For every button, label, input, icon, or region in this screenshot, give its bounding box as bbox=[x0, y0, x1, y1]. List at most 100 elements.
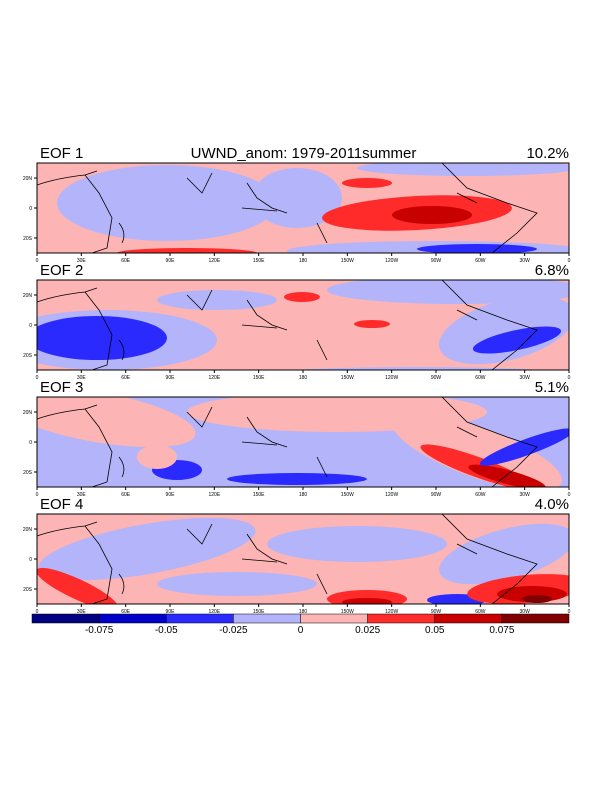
lon-tick-label: 60E bbox=[121, 375, 131, 381]
lon-tick-label: 90W bbox=[431, 375, 442, 381]
colorbar-swatch bbox=[31, 613, 100, 624]
lon-tick-label: 30E bbox=[77, 375, 87, 381]
lat-tick-label: 20N bbox=[23, 410, 33, 416]
lon-tick-label: 150W bbox=[341, 258, 354, 264]
lon-tick-label: 60E bbox=[121, 609, 131, 615]
lon-tick-label: 30E bbox=[77, 609, 87, 615]
lon-tick-label: 60W bbox=[475, 609, 486, 615]
eof-panel-3: 20N 0 20S 0 30E 60E 90E 120E 150E 180 150W 120W 90W 6… bbox=[23, 396, 571, 498]
lon-tick-label: 90E bbox=[166, 609, 176, 615]
eof-panel-1: 20N 0 20S 0 30E 60E 90E 120E 150E 180 150W 120W 90W 6… bbox=[23, 162, 571, 264]
contour-region bbox=[357, 163, 569, 176]
lon-tick-label: 120W bbox=[385, 492, 398, 498]
contour-region bbox=[252, 168, 342, 228]
lat-tick-label: 0 bbox=[29, 557, 32, 563]
lon-tick-label: 0 bbox=[568, 492, 571, 498]
coastline bbox=[37, 514, 538, 604]
lon-tick-label: 60W bbox=[475, 258, 486, 264]
lon-tick-label: 150E bbox=[253, 492, 265, 498]
lon-tick-label: 150W bbox=[341, 375, 354, 381]
lat-tick-label: 20N bbox=[23, 527, 33, 533]
contour-region bbox=[342, 598, 392, 604]
eof-panel-4: 20N 0 20S 0 30E 60E 90E 120E 150E 180 150W 120W 90W 6… bbox=[23, 513, 571, 615]
explained-variance: 10.2% bbox=[526, 145, 569, 162]
colorbar-swatch bbox=[300, 613, 368, 624]
contour-region bbox=[137, 445, 177, 469]
lon-tick-label: 90E bbox=[166, 492, 176, 498]
contour-region bbox=[292, 367, 542, 370]
lon-tick-label: 60W bbox=[475, 375, 486, 381]
contour-region bbox=[117, 248, 257, 253]
lat-tick-label: 0 bbox=[29, 323, 32, 329]
contour-region bbox=[479, 428, 569, 466]
lon-tick-label: 90W bbox=[431, 258, 442, 264]
contour-region bbox=[342, 178, 392, 188]
lon-tick-label: 90W bbox=[431, 492, 442, 498]
contour-region bbox=[522, 595, 552, 603]
contour-region bbox=[472, 326, 562, 354]
colorbar-label: 0.05 bbox=[425, 625, 445, 636]
contour-region bbox=[417, 244, 537, 253]
lon-tick-label: 0 bbox=[568, 609, 571, 615]
lon-tick-label: 0 bbox=[36, 375, 39, 381]
contour-region bbox=[284, 292, 320, 302]
lon-tick-label: 150W bbox=[341, 492, 354, 498]
contour-region bbox=[157, 290, 277, 310]
panel-label: EOF 1 bbox=[40, 145, 84, 162]
contour-region bbox=[57, 165, 277, 241]
colorbar-label: -0.05 bbox=[154, 625, 178, 636]
colorbar-swatch bbox=[233, 613, 301, 624]
colorbar-label: -0.025 bbox=[219, 625, 248, 636]
explained-variance: 5.1% bbox=[534, 379, 569, 396]
contour-region bbox=[37, 316, 167, 360]
lon-tick-label: 30W bbox=[520, 492, 531, 498]
lon-tick-label: 60E bbox=[121, 492, 131, 498]
coastline bbox=[37, 280, 538, 370]
colorbar-label: 0.075 bbox=[489, 625, 515, 636]
lon-tick-label: 150E bbox=[253, 375, 265, 381]
lon-tick-label: 0 bbox=[568, 375, 571, 381]
lat-tick-label: 20S bbox=[23, 236, 33, 242]
contour-region bbox=[267, 526, 447, 562]
contour-region bbox=[157, 572, 317, 596]
colorbar-label: -0.075 bbox=[84, 625, 114, 636]
lat-tick-label: 20N bbox=[23, 293, 33, 299]
lon-tick-label: 0 bbox=[36, 492, 39, 498]
contour-region bbox=[37, 397, 196, 448]
lon-tick-label: 150W bbox=[341, 609, 354, 615]
lon-tick-label: 90W bbox=[431, 609, 442, 615]
lon-tick-label: 180 bbox=[299, 492, 308, 498]
lon-tick-label: 60W bbox=[475, 492, 486, 498]
lon-tick-label: 0 bbox=[36, 609, 39, 615]
lon-tick-label: 120W bbox=[385, 258, 398, 264]
colorbar-swatch bbox=[501, 613, 570, 624]
lon-tick-label: 180 bbox=[299, 375, 308, 381]
lon-tick-label: 180 bbox=[299, 609, 308, 615]
lon-tick-label: 120E bbox=[208, 375, 220, 381]
lat-tick-label: 0 bbox=[29, 206, 32, 212]
lon-tick-label: 30W bbox=[520, 258, 531, 264]
contour-region bbox=[38, 517, 256, 581]
lat-tick-label: 0 bbox=[29, 440, 32, 446]
explained-variance: 4.0% bbox=[534, 496, 569, 513]
contour-region bbox=[468, 464, 546, 487]
lon-tick-label: 0 bbox=[36, 258, 39, 264]
panel-label: EOF 3 bbox=[40, 379, 84, 396]
colorbar-swatch bbox=[367, 613, 435, 624]
lon-tick-label: 30E bbox=[77, 258, 87, 264]
lon-tick-label: 120E bbox=[208, 609, 220, 615]
contour-region bbox=[327, 280, 569, 304]
lat-tick-label: 20S bbox=[23, 587, 33, 593]
lon-tick-label: 120W bbox=[385, 609, 398, 615]
contour-region bbox=[354, 320, 390, 328]
lat-tick-label: 20S bbox=[23, 470, 33, 476]
panel-label: EOF 2 bbox=[40, 262, 84, 279]
lon-tick-label: 120E bbox=[208, 258, 220, 264]
eof-panel-2: 20N 0 20S 0 30E 60E 90E 120E 150E 180 150W 120W 90W 6… bbox=[23, 279, 571, 381]
panel-label: EOF 4 bbox=[40, 496, 84, 513]
lat-tick-label: 20N bbox=[23, 176, 33, 182]
colorbar-swatch bbox=[434, 613, 503, 624]
lon-tick-label: 120W bbox=[385, 375, 398, 381]
lon-tick-label: 180 bbox=[299, 258, 308, 264]
lat-tick-label: 20S bbox=[23, 353, 33, 359]
